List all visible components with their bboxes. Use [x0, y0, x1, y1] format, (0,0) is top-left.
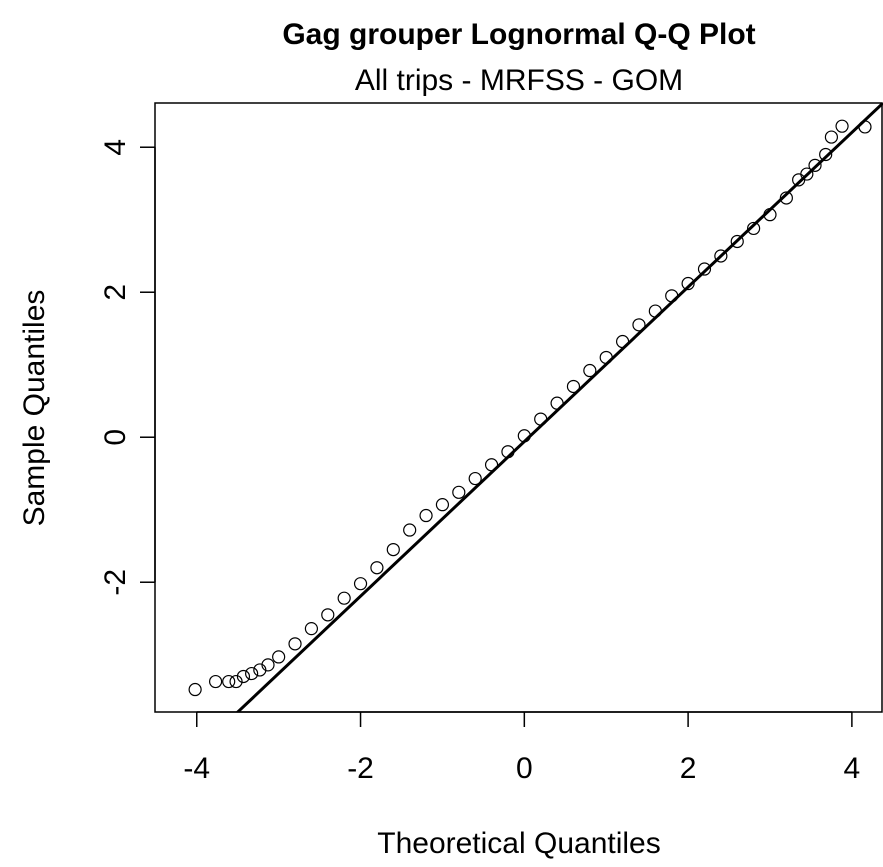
- chart-title: Gag grouper Lognormal Q-Q Plot: [282, 18, 755, 51]
- point: [583, 363, 597, 378]
- reference-line: [235, 103, 883, 712]
- x-tick-label: 0: [516, 752, 533, 785]
- point: [808, 158, 822, 172]
- plot-frame: [154, 102, 883, 713]
- point: [386, 542, 400, 557]
- y-tick-label: -2: [99, 569, 132, 596]
- point: [261, 658, 275, 672]
- point: [229, 674, 243, 689]
- point: [452, 485, 466, 499]
- point: [403, 523, 417, 537]
- point: [566, 379, 581, 394]
- point: [435, 498, 450, 512]
- point: [370, 561, 384, 575]
- point: [730, 234, 744, 249]
- point: [819, 147, 833, 162]
- point: [222, 674, 236, 689]
- point: [337, 591, 351, 605]
- chart-subtitle: All trips - MRFSS - GOM: [355, 64, 683, 97]
- point: [321, 608, 335, 622]
- point: [304, 622, 319, 636]
- y-axis-label: Sample Quantiles: [18, 290, 51, 527]
- point: [353, 577, 368, 591]
- point: [245, 666, 259, 681]
- point: [632, 318, 646, 332]
- point: [800, 167, 814, 181]
- point: [714, 249, 728, 263]
- x-axis-label: Theoretical Quantiles: [377, 827, 660, 860]
- point: [681, 276, 695, 291]
- point: [835, 119, 849, 133]
- x-tick-label: 2: [680, 752, 697, 785]
- x-tick-label: -4: [183, 752, 210, 785]
- x-tick-label: -2: [347, 752, 374, 785]
- point: [208, 674, 223, 689]
- point: [236, 669, 251, 684]
- y-tick-label: 2: [99, 284, 132, 301]
- point: [824, 130, 839, 144]
- y-tick-label: 4: [99, 139, 132, 156]
- point: [288, 637, 302, 651]
- point: [468, 471, 482, 486]
- y-tick-label: 0: [99, 429, 132, 446]
- point: [697, 262, 712, 276]
- x-tick-label: 4: [844, 752, 861, 785]
- point: [747, 221, 761, 236]
- point: [272, 650, 286, 664]
- point: [188, 682, 202, 697]
- point: [419, 508, 433, 523]
